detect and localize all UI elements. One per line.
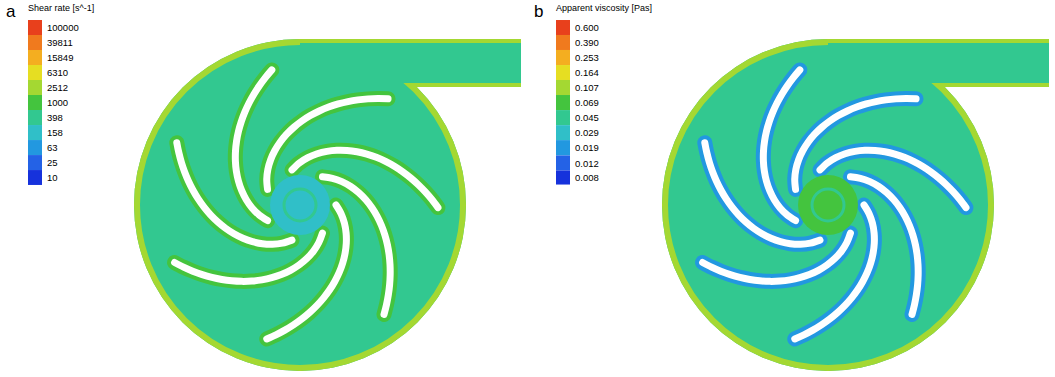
field-region <box>662 39 1049 371</box>
panel-letter: a <box>6 2 16 21</box>
blade <box>235 70 272 221</box>
hub-region <box>270 175 330 235</box>
outlet-region <box>300 43 521 83</box>
colorbar-block <box>28 80 42 95</box>
blade-region <box>850 177 918 315</box>
panel: aShear rate [s^-1]1000003981115849631025… <box>6 2 521 371</box>
colorbar-block <box>28 65 42 80</box>
blade-region <box>235 70 272 221</box>
colorbar-tick-label: 39811 <box>47 37 73 48</box>
colorbar-block <box>556 95 570 110</box>
colorbar-tick-label: 0.390 <box>575 37 599 48</box>
colorbar-block <box>28 155 42 170</box>
wall-region <box>939 83 1049 87</box>
field <box>134 39 521 371</box>
colorbar-tick-label: 25 <box>47 157 58 168</box>
colorbar-block <box>28 35 42 50</box>
blade <box>763 70 800 221</box>
field <box>662 39 1049 371</box>
colorbar-block <box>556 20 570 35</box>
colorbar-tick-label: 0.600 <box>575 22 599 33</box>
colorbar-tick-label: 0.069 <box>575 97 599 108</box>
field-region <box>134 39 521 371</box>
colorbar-tick-label: 100000 <box>47 22 79 33</box>
blade <box>850 177 918 315</box>
colorbar-tick-label: 2512 <box>47 82 68 93</box>
colorbar-block <box>28 170 42 185</box>
hub-ring <box>812 189 844 221</box>
panel-letter: b <box>534 2 543 21</box>
wall-region <box>828 39 1049 43</box>
colorbar-tick-label: 398 <box>47 112 63 123</box>
colorbar-block <box>28 125 42 140</box>
wall-region <box>411 83 521 87</box>
colorbar-tick-label: 0.107 <box>575 82 599 93</box>
figure: aShear rate [s^-1]1000003981115849631025… <box>0 0 1055 377</box>
colorbar-tick-label: 0.045 <box>575 112 599 123</box>
colorbar-tick-label: 0.029 <box>575 127 599 138</box>
colorbar-block <box>556 35 570 50</box>
colorbar-block <box>556 125 570 140</box>
colorbar-block <box>556 140 570 155</box>
blade-region <box>763 70 800 221</box>
colorbar-block <box>28 20 42 35</box>
colorbar-tick-label: 6310 <box>47 67 68 78</box>
colorbar-title: Shear rate [s^-1] <box>28 3 94 13</box>
colorbar-block <box>556 110 570 125</box>
wall-region <box>300 39 521 43</box>
colorbar-axis <box>42 28 43 178</box>
colorbar-tick-label: 15849 <box>47 52 73 63</box>
colorbar-block <box>28 140 42 155</box>
panel: b Apparent viscosity [Pas] 0.600 0.390 0.253… <box>534 2 1049 371</box>
colorbar-tick-label: 0.019 <box>575 142 599 153</box>
wall-region <box>134 39 466 371</box>
colorbar-tick-label: 0.253 <box>575 52 599 63</box>
colorbar-tick-label: 0.008 <box>575 172 599 183</box>
outlet-region <box>828 43 1049 83</box>
blade <box>322 177 390 315</box>
colorbar-tick-label: 0.012 <box>575 158 599 169</box>
colorbar-block <box>28 95 42 110</box>
colorbar-tick-label: 10 <box>47 172 58 183</box>
colorbar-tick-label: 1000 <box>47 97 68 108</box>
blade-region <box>322 177 390 315</box>
colorbar-axis <box>570 28 571 178</box>
colorbar-title: Apparent viscosity [Pas] <box>556 3 652 13</box>
colorbar-block <box>28 110 42 125</box>
colorbar-block <box>556 50 570 65</box>
colorbar: 0.600 0.390 0.253 0.164 0.107 0.069 0.045 0.029… <box>556 20 599 185</box>
wall-region <box>662 39 994 371</box>
colorbar-block <box>556 80 570 95</box>
colorbar-tick-label: 63 <box>47 142 58 153</box>
hub-region <box>798 175 858 235</box>
colorbar-block <box>556 155 570 170</box>
colorbar-block <box>28 50 42 65</box>
colorbar-block <box>556 65 570 80</box>
colorbar-tick-label: 158 <box>47 127 63 138</box>
colorbar-tick-label: 0.164 <box>575 67 599 78</box>
colorbar-block <box>556 170 570 184</box>
colorbar: 100000 39811 15849 6310 2512 1000 398 158 63 25 10 <box>28 20 79 185</box>
hub-ring <box>284 189 316 221</box>
